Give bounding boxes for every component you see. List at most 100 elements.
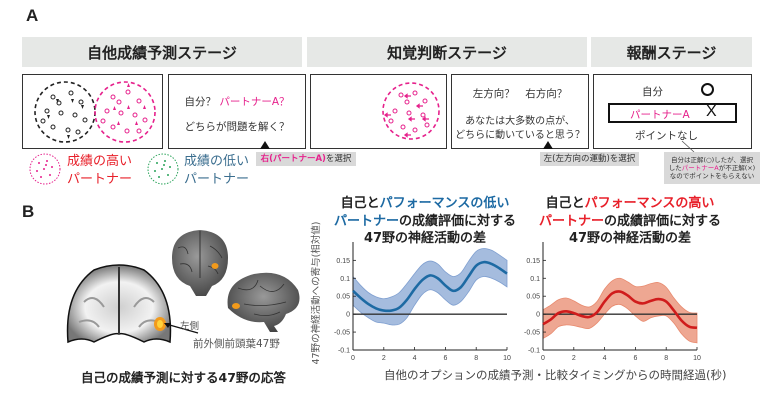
x-tick-label: 10 xyxy=(693,355,701,362)
incorrect-x-icon: X xyxy=(706,103,717,120)
y-tick-label: 0.15 xyxy=(526,258,540,265)
panel-b-label: B xyxy=(22,202,35,221)
choice-right-highlight: 右(パートナーA) xyxy=(260,153,326,164)
x-tick-label: 2 xyxy=(382,355,386,362)
chart-low-partner: 0.150.10.050-0.05-0.10 2 4 6 8 10 xyxy=(334,242,511,362)
chart2-title-partner: パートナー xyxy=(538,213,604,229)
brain-caption: 自己の成績予測に対する47野の応答 xyxy=(81,370,286,385)
screen-direction-question: 左方向？ 右方向？ あなたは大多数の点が、 どちらに動いていると思う？ xyxy=(451,74,589,149)
reward-explanation-note: 自分は正解(○)したが、選択 したパートナーAが不正解(×) なのでポイントをも… xyxy=(664,152,760,184)
who-solves-question: 自分？ パートナーA？ xyxy=(169,94,305,109)
direction-prompt-line2: どちらに動いていると思う？ xyxy=(455,130,585,141)
y-tick-label: -0.05 xyxy=(334,330,350,337)
stage-reward-label: 報酬ステージ xyxy=(626,43,717,62)
choice-right-note: 右(パートナーA) を選択 xyxy=(256,152,356,166)
choice-right-suffix: を選択 xyxy=(325,153,352,164)
direction-prompt-line1: あなたは大多数の点が、 xyxy=(465,116,575,127)
confidence-band xyxy=(542,277,698,344)
chart1-title-prefix: 自己と xyxy=(340,196,380,211)
chart2-title: 自己とパフォーマンスの高い パートナーの成績評価に対する 47野の神経活動の差 xyxy=(530,195,730,248)
region-label: 前外側前頭葉47野 xyxy=(193,338,280,350)
screen-who-solves: 自分？ パートナーA？ どちらが問題を解く？ xyxy=(168,74,306,149)
chart2-title-line3: 47野の神経活動の差 xyxy=(568,231,692,247)
x-tick-label: 8 xyxy=(664,355,668,362)
reward-note-prefix: した xyxy=(668,163,682,172)
x-tick-label: 4 xyxy=(413,355,417,362)
reward-result-text: ポイントなし xyxy=(635,130,698,142)
dot-clouds-icon xyxy=(34,81,156,143)
mean-line xyxy=(542,290,698,330)
motion-dots-icon xyxy=(382,82,440,140)
arrow-icon xyxy=(164,323,199,334)
y-tick-label: -0.05 xyxy=(524,330,540,337)
chart2-title-prefix: 自己と xyxy=(545,196,585,211)
chart1-title-colored: パフォーマンスの低い xyxy=(379,196,510,211)
chart1-title: 自己とパフォーマンスの低い パートナーの成績評価に対する 47野の神経活動の差 xyxy=(330,195,520,248)
reward-self-label: 自分 xyxy=(642,86,663,98)
x-tick-label: 4 xyxy=(603,355,607,362)
reward-partner-label: パートナーA xyxy=(630,109,690,121)
correct-circle-icon xyxy=(701,83,714,96)
mean-line xyxy=(352,260,508,313)
low-partner-dots-icon xyxy=(147,153,179,185)
x-tick-label: 6 xyxy=(633,355,637,362)
x-tick-label: 2 xyxy=(572,355,576,362)
choice-left-note: 左(左方向の運動)を選択 xyxy=(540,152,639,166)
y-tick-label: 0.1 xyxy=(340,276,350,283)
x-tick-label: 6 xyxy=(443,355,447,362)
stage-perception-bar: 知覚判断ステージ xyxy=(307,37,587,67)
brain-coronal-slice-image xyxy=(66,264,172,344)
reward-note-suffix: が不正解(×) xyxy=(718,163,756,172)
screen-reward: 自分 パートナーA X ポイントなし xyxy=(593,74,752,149)
confidence-band xyxy=(352,248,508,326)
legend-low-line2: パートナー xyxy=(184,171,250,187)
y-tick-label: 0.15 xyxy=(336,258,350,265)
y-tick-label: 0.05 xyxy=(336,294,350,301)
screen-motion-stimulus xyxy=(310,74,447,149)
high-partner-dots-icon xyxy=(29,153,61,185)
chart2-title-colored: パフォーマンスの高い xyxy=(584,196,715,211)
x-tick-label: 10 xyxy=(503,355,511,362)
panel-a-label: A xyxy=(26,6,39,25)
x-tick-label: 0 xyxy=(351,355,355,362)
chart1-title-suffix: の成績評価に対する xyxy=(399,213,517,229)
stage-prediction-bar: 自他成績予測ステージ xyxy=(22,37,302,67)
who-solves-prompt: どちらが問題を解く？ xyxy=(184,121,290,133)
screen-partner-stimuli xyxy=(22,74,163,149)
x-axis-label: 自他のオプションの成績予測・比較タイミングからの時間経過(秒) xyxy=(384,368,727,382)
chart1-title-partner: パートナー xyxy=(333,213,399,229)
legend-low-line1: 成績の低い xyxy=(184,154,250,169)
y-tick-label: -0.1 xyxy=(528,348,540,355)
partner-option-text: パートナーA？ xyxy=(219,96,290,108)
stage-prediction-label: 自他成績予測ステージ xyxy=(87,43,237,62)
legend-high-line2: パートナー xyxy=(67,171,133,187)
choice-pointer-icon xyxy=(260,141,270,149)
reward-note-partner: パートナーA xyxy=(681,163,719,172)
direction-question: 左方向？ 右方向？ xyxy=(472,88,568,100)
y-tick-label: -0.1 xyxy=(338,348,350,355)
y-tick-label: 0.1 xyxy=(530,276,540,283)
reward-note-line1: 自分は正解(○)したが、選択 xyxy=(670,155,754,164)
self-option-text: 自分？ xyxy=(184,96,216,108)
x-tick-label: 8 xyxy=(474,355,478,362)
reward-note-line3: なのでポイントをもらえない xyxy=(669,172,755,181)
y-tick-label: 0 xyxy=(536,312,540,319)
y-tick-label: 0.05 xyxy=(526,294,540,301)
legend-low-partner: 成績の低い パートナー xyxy=(184,153,249,188)
chart2-title-suffix: の成績評価に対する xyxy=(604,213,722,229)
reward-note-line2: したパートナーAが不正解(×) xyxy=(669,164,755,172)
brain-lateral-view-image xyxy=(227,272,300,332)
y-tick-label: 0 xyxy=(346,312,350,319)
brain-front-view-image xyxy=(172,230,228,296)
chart1-title-line3: 47野の神経活動の差 xyxy=(363,231,487,247)
choice-pointer-icon xyxy=(543,141,553,149)
chart-high-partner: 0.150.10.050-0.05-0.10 2 4 6 8 10 xyxy=(524,242,701,362)
partner-result-box: パートナーA X xyxy=(608,103,737,123)
x-tick-label: 0 xyxy=(541,355,545,362)
legend-high-partner: 成績の高い パートナー xyxy=(67,153,132,188)
callout-line-icon xyxy=(681,140,695,153)
legend-high-line1: 成績の高い xyxy=(67,154,133,169)
stage-reward-bar: 報酬ステージ xyxy=(591,37,752,67)
stage-perception-label: 知覚判断ステージ xyxy=(387,43,507,62)
left-side-label: 左側 xyxy=(180,321,200,332)
